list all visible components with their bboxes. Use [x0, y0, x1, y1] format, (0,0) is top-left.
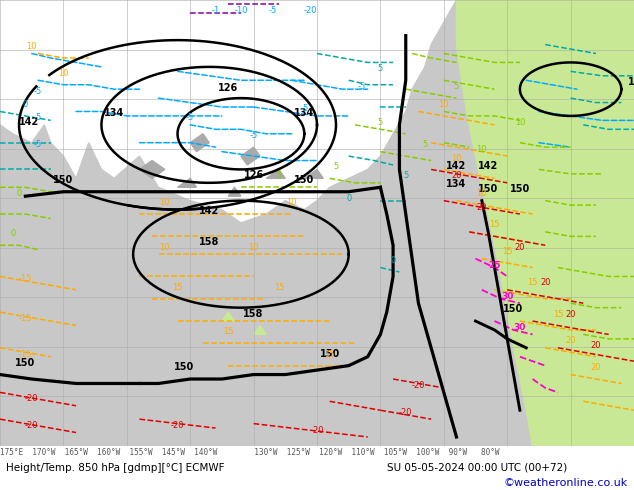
Text: -20: -20 [304, 6, 318, 15]
Text: -5: -5 [34, 87, 42, 96]
Text: -20: -20 [310, 425, 324, 435]
Text: -1: -1 [211, 6, 220, 15]
Text: 10: 10 [27, 42, 37, 51]
Text: 0: 0 [16, 189, 22, 198]
Text: -20: -20 [25, 421, 39, 430]
Text: 15: 15 [527, 278, 538, 287]
Text: 10: 10 [451, 153, 462, 163]
Polygon shape [222, 312, 235, 321]
Text: 30: 30 [501, 292, 514, 301]
Text: 25: 25 [488, 261, 501, 270]
Text: -5: -5 [300, 104, 309, 114]
Text: -5: -5 [357, 82, 366, 91]
Polygon shape [178, 178, 197, 187]
Polygon shape [139, 161, 165, 178]
Text: 10: 10 [287, 198, 297, 207]
Polygon shape [254, 325, 266, 334]
Text: 15: 15 [325, 350, 335, 359]
Text: 5: 5 [422, 140, 427, 149]
Text: 20: 20 [566, 336, 576, 345]
Text: 158: 158 [199, 237, 219, 247]
Text: 20: 20 [566, 310, 576, 318]
Polygon shape [241, 147, 260, 165]
Text: -15: -15 [18, 350, 32, 359]
Text: 10: 10 [160, 198, 170, 207]
Text: -5: -5 [34, 113, 42, 122]
Text: 5: 5 [276, 172, 281, 180]
Text: -5: -5 [34, 140, 42, 149]
Text: 20: 20 [540, 278, 550, 287]
Text: -20: -20 [25, 394, 39, 403]
Text: 20: 20 [591, 341, 601, 350]
Polygon shape [190, 134, 209, 151]
Text: 142: 142 [478, 161, 498, 172]
Polygon shape [266, 170, 285, 178]
Text: 20: 20 [477, 202, 487, 212]
Text: -20: -20 [411, 381, 425, 390]
Text: 0: 0 [10, 229, 15, 238]
Polygon shape [228, 187, 241, 196]
Text: 0: 0 [391, 256, 396, 265]
Text: 15: 15 [274, 283, 284, 292]
Text: 150: 150 [478, 184, 498, 194]
Text: 134: 134 [446, 179, 467, 189]
Text: 15: 15 [553, 310, 563, 318]
Text: 5: 5 [378, 118, 383, 127]
Text: 30: 30 [514, 323, 526, 332]
Text: -10: -10 [234, 6, 248, 15]
Polygon shape [304, 170, 323, 178]
Polygon shape [0, 0, 533, 446]
Text: 20: 20 [515, 243, 525, 252]
Text: 150: 150 [294, 175, 314, 185]
Text: 134: 134 [104, 108, 124, 118]
Text: -20: -20 [171, 421, 184, 430]
Text: 20: 20 [591, 363, 601, 372]
Text: 142: 142 [628, 77, 634, 87]
Text: 150: 150 [320, 349, 340, 359]
Text: 10: 10 [477, 145, 487, 153]
Text: 15: 15 [489, 220, 500, 229]
Text: 10: 10 [439, 100, 449, 109]
Text: 142: 142 [19, 117, 39, 127]
Text: 10: 10 [249, 243, 259, 252]
Text: 150: 150 [510, 184, 530, 194]
Text: 5: 5 [378, 64, 383, 74]
Text: -20: -20 [399, 408, 413, 416]
Text: -5: -5 [268, 6, 277, 15]
Text: 150: 150 [503, 304, 524, 314]
Text: 10: 10 [477, 189, 487, 198]
Text: 150: 150 [53, 175, 74, 185]
Text: 15: 15 [172, 283, 183, 292]
Text: SU 05-05-2024 00:00 UTC (00+72): SU 05-05-2024 00:00 UTC (00+72) [387, 463, 567, 473]
Text: 134: 134 [294, 108, 314, 118]
Text: 150: 150 [15, 358, 36, 368]
Text: 126: 126 [218, 83, 238, 94]
Text: 20: 20 [451, 172, 462, 180]
Text: 10: 10 [160, 243, 170, 252]
Text: 158: 158 [243, 309, 264, 318]
Text: Height/Temp. 850 hPa [gdmp][°C] ECMWF: Height/Temp. 850 hPa [gdmp][°C] ECMWF [6, 463, 225, 473]
Text: 5: 5 [403, 172, 408, 180]
Text: 5: 5 [333, 163, 339, 172]
Text: -5: -5 [186, 113, 195, 122]
Text: 15: 15 [502, 247, 512, 256]
Text: 150: 150 [174, 362, 194, 372]
Text: 15: 15 [223, 327, 233, 337]
Text: 126: 126 [243, 171, 264, 180]
Text: 175°E  170°W  165°W  160°W  155°W  145°W  140°W        130°W  125°W  120°W  110°: 175°E 170°W 165°W 160°W 155°W 145°W 140°… [0, 448, 500, 457]
Text: 0: 0 [23, 100, 28, 109]
Text: -15: -15 [18, 314, 32, 323]
Text: -5: -5 [249, 131, 258, 140]
Text: 0: 0 [346, 194, 351, 203]
Text: 142: 142 [199, 206, 219, 216]
Polygon shape [456, 0, 634, 446]
Text: 5: 5 [454, 82, 459, 91]
Text: ©weatheronline.co.uk: ©weatheronline.co.uk [503, 478, 628, 489]
Text: -15: -15 [18, 274, 32, 283]
Text: 10: 10 [515, 118, 525, 127]
Text: 10: 10 [58, 69, 68, 78]
Text: 142: 142 [446, 161, 467, 172]
